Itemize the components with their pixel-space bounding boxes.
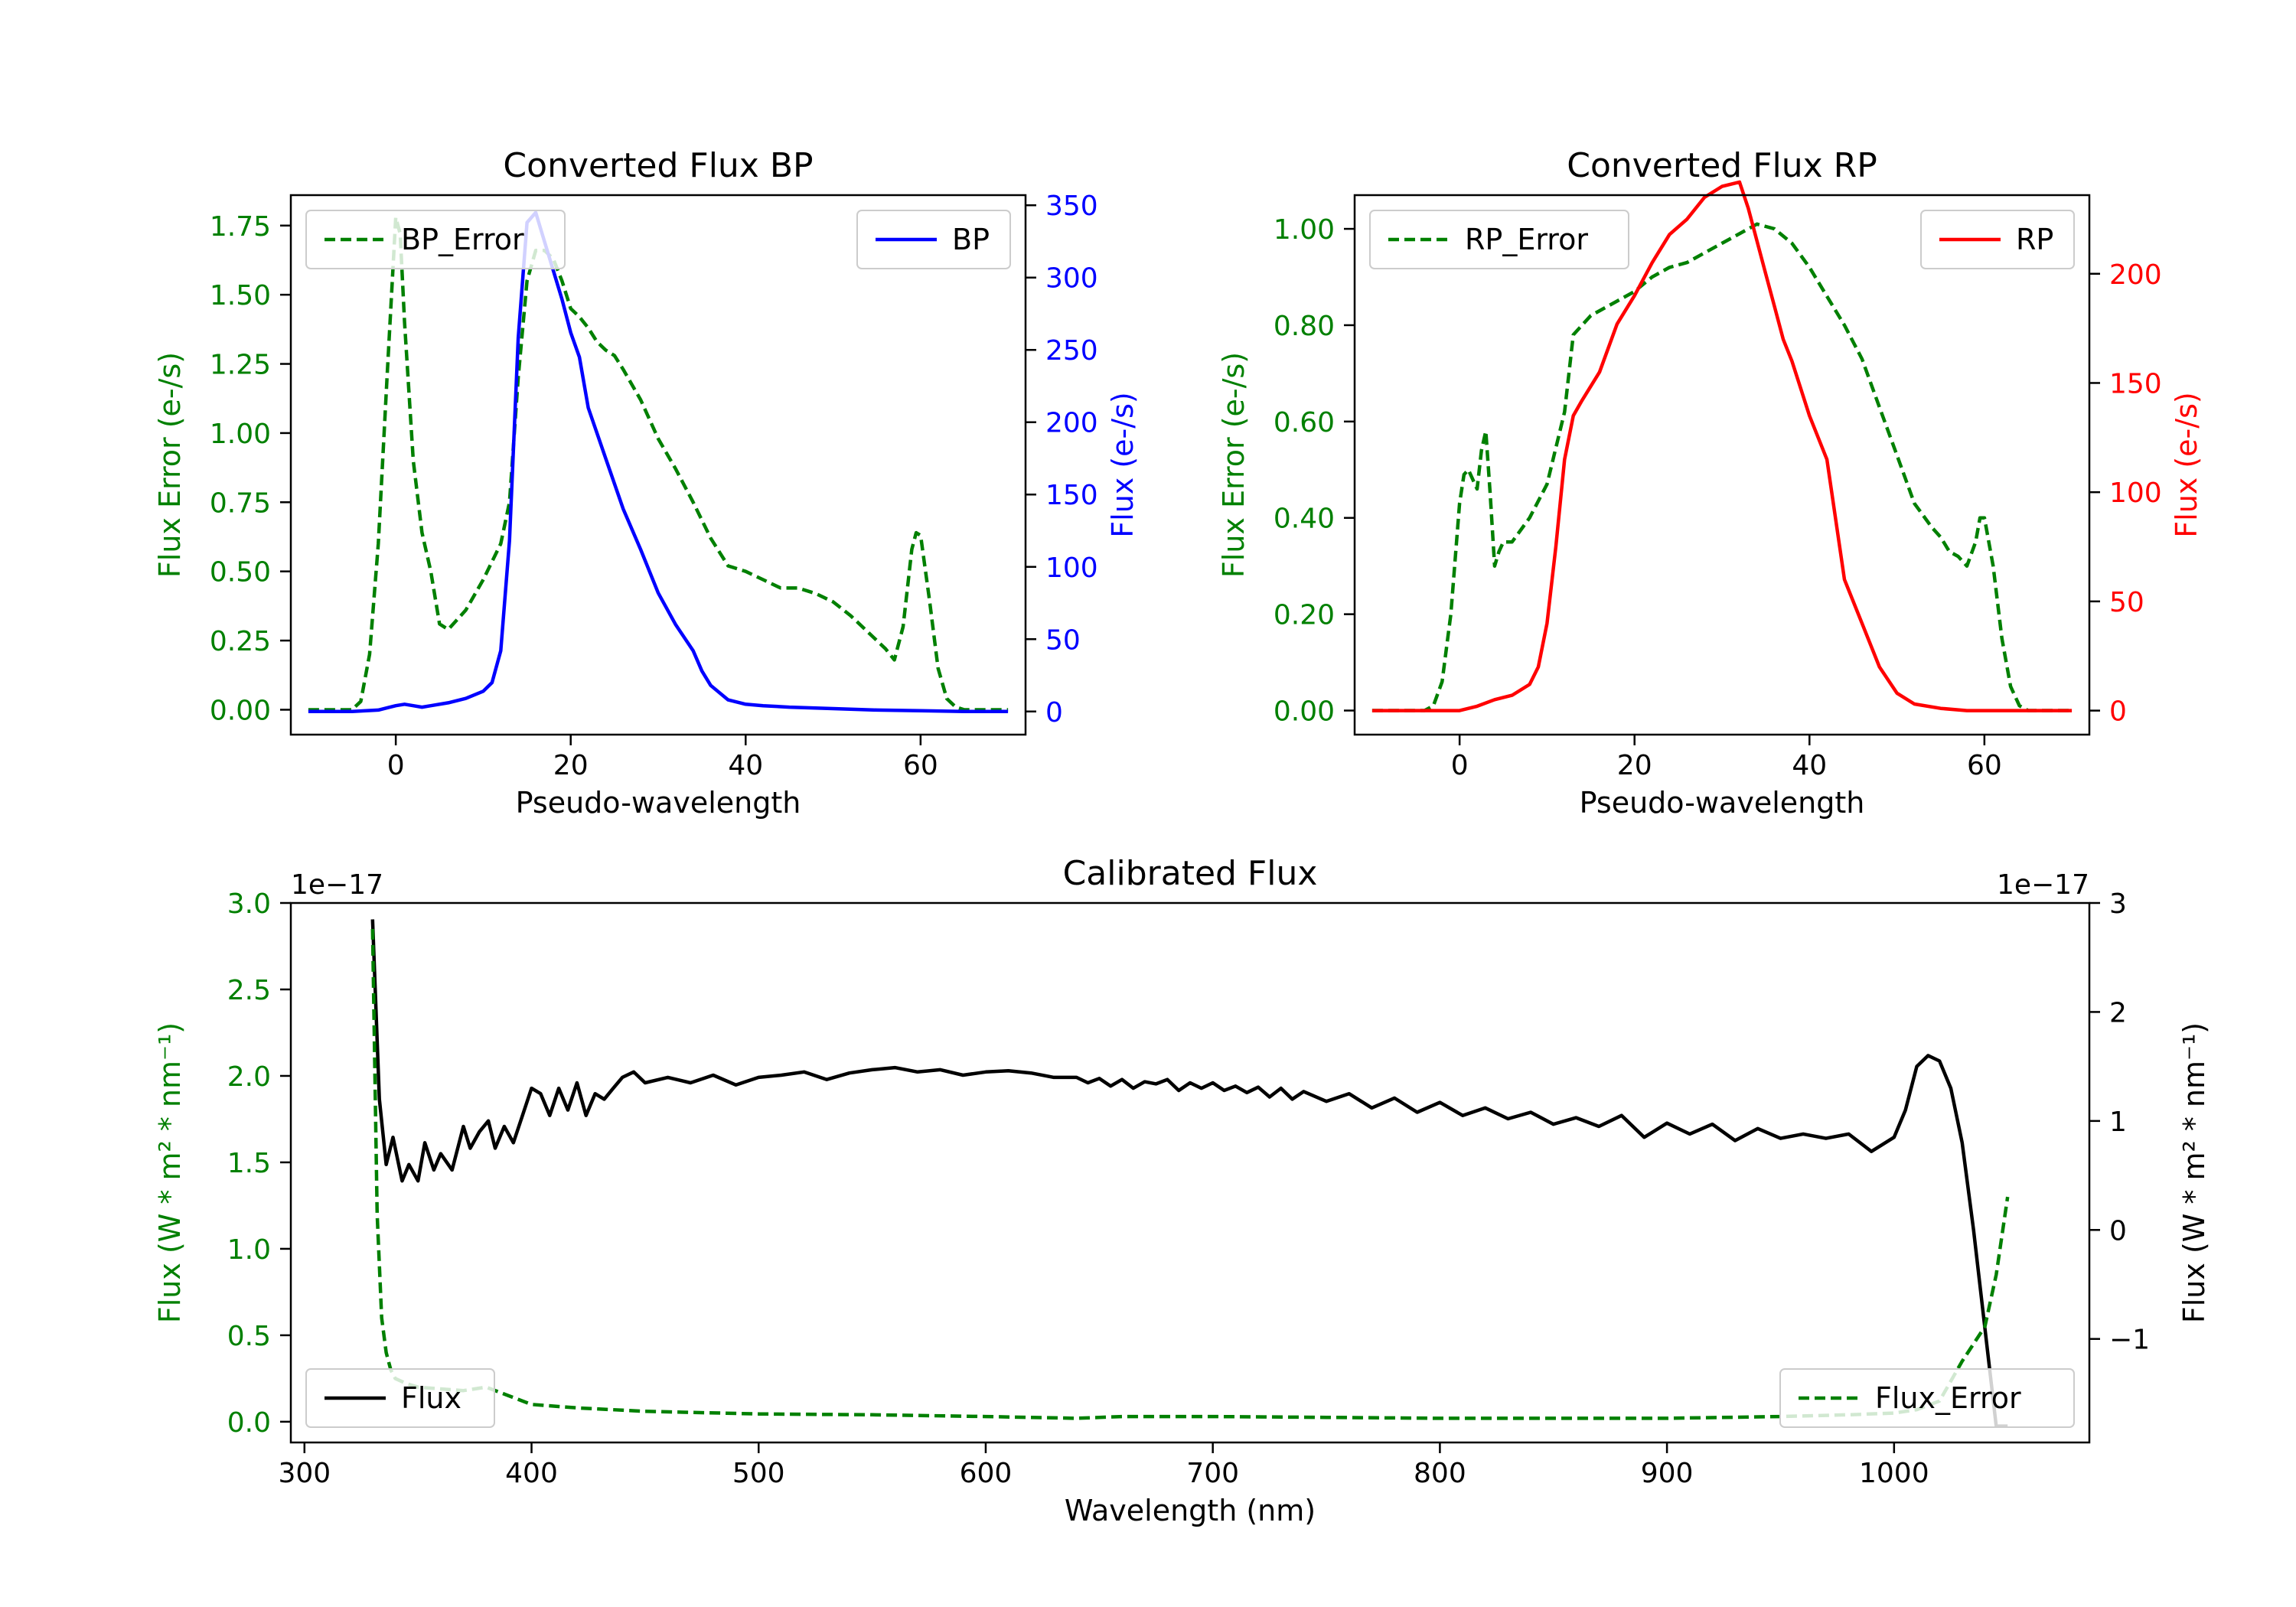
legend-rp-error: RP_Error <box>1369 210 1629 269</box>
y-left-tick-label: 0.0 <box>227 1407 271 1439</box>
y-right-tick-label: 250 <box>1045 335 1098 367</box>
plot-frame <box>289 194 1027 736</box>
y-left-tick-label: 0.00 <box>210 695 271 726</box>
y-left-tick-label: 0.60 <box>1274 407 1335 438</box>
x-tick-label: 20 <box>553 750 589 781</box>
y-left-tick-label: 0.5 <box>227 1321 271 1352</box>
y-left-scale-label: 1e−17 <box>291 869 383 901</box>
y-left-tick-label: 1.25 <box>210 350 271 381</box>
chart-2: Converted Flux RP 0 20 40 60 Pseudo-wavelengt… <box>1217 146 2203 820</box>
y-left-tick-label: 1.5 <box>227 1148 271 1179</box>
y-left-tick-label: 2.0 <box>227 1061 271 1093</box>
y-left-tick-label: 0.25 <box>210 626 271 657</box>
y-right-tick-label: 50 <box>2109 587 2144 618</box>
chart-title: Converted Flux RP <box>1567 146 1877 185</box>
legend-flux: Flux <box>305 1368 495 1428</box>
x-tick-label: 900 <box>1641 1458 1694 1489</box>
x-axis-label: Pseudo-wavelength <box>1580 786 1865 820</box>
y-left-tick-label: 1.0 <box>227 1234 271 1266</box>
y-left-axis-label: Flux (W * m² * nm⁻¹) <box>153 1022 187 1323</box>
legend-box <box>305 210 566 269</box>
y-right-tick-label: 100 <box>2109 478 2162 509</box>
plot-frame <box>1353 194 2091 736</box>
legend-rp: RP <box>1920 210 2075 269</box>
y-left-tick-label: 2.5 <box>227 975 271 1006</box>
legend-label: Flux <box>401 1381 461 1415</box>
x-tick-label: 400 <box>505 1458 558 1489</box>
legend-label: Flux_Error <box>1875 1381 2021 1415</box>
x-tick-label: 40 <box>728 750 763 781</box>
y-right-tick-label: 200 <box>2109 259 2162 291</box>
y-left-axis-label: Flux Error (e-/s) <box>1217 352 1251 578</box>
y-left-tick-label: 0.80 <box>1274 311 1335 342</box>
y-right-tick-label: 150 <box>1045 480 1098 511</box>
legend-label: BP_Error <box>401 223 524 256</box>
y-right-axis-label: Flux (e-/s) <box>1106 392 1140 537</box>
chart-title: Converted Flux BP <box>503 146 813 185</box>
chart-title: Calibrated Flux <box>1063 854 1318 893</box>
x-tick-label: 60 <box>1967 750 2002 781</box>
y-right-tick-label: 300 <box>1045 263 1098 295</box>
x-tick-label: 500 <box>732 1458 785 1489</box>
y-right-tick-label: 100 <box>1045 553 1098 584</box>
y-right-axis-label: Flux (W * m² * nm⁻¹) <box>2177 1022 2211 1323</box>
y-left-tick-label: 0.50 <box>210 557 271 588</box>
legend-flux-error: Flux_Error <box>1779 1368 2075 1428</box>
series-line-rp <box>1371 180 2073 712</box>
y-left-tick-label: 0.20 <box>1274 600 1335 631</box>
x-tick-label: 800 <box>1414 1458 1466 1489</box>
x-tick-label: 300 <box>278 1458 331 1489</box>
y-right-tick-label: 2 <box>2109 997 2127 1028</box>
x-axis-label: Pseudo-wavelength <box>516 786 801 820</box>
series-line-flux <box>370 919 2008 1428</box>
x-tick-label: 0 <box>387 750 405 781</box>
y-right-axis-label: Flux (e-/s) <box>2170 392 2203 537</box>
y-right-tick-label: 3 <box>2109 888 2127 920</box>
y-left-tick-label: 0.40 <box>1274 504 1335 535</box>
legend-label: BP <box>952 223 990 256</box>
legend-box <box>1779 1368 2075 1428</box>
x-axis-label: Wavelength (nm) <box>1065 1494 1316 1527</box>
y-right-tick-label: 0 <box>1045 697 1063 729</box>
y-right-tick-label: 0 <box>2109 696 2127 728</box>
series-line-bp <box>308 210 1009 714</box>
y-left-tick-label: 0.75 <box>210 487 271 519</box>
x-tick-label: 600 <box>960 1458 1013 1489</box>
y-left-tick-label: 1.50 <box>210 280 271 311</box>
x-tick-label: 40 <box>1792 750 1827 781</box>
y-right-tick-label: 50 <box>1045 624 1081 656</box>
legend-label: RP_Error <box>1465 223 1588 256</box>
y-right-tick-label: 150 <box>2109 368 2162 399</box>
x-tick-label: 1000 <box>1859 1458 1929 1489</box>
x-tick-label: 700 <box>1186 1458 1239 1489</box>
y-right-tick-label: 350 <box>1045 191 1098 222</box>
legend-bp-error: BP_Error <box>305 210 566 269</box>
y-right-scale-label: 1e−17 <box>1997 869 2089 901</box>
legend-label: RP <box>2016 223 2053 256</box>
series-line-flux-error <box>370 928 2010 1420</box>
y-left-tick-label: 1.00 <box>210 419 271 450</box>
y-left-tick-label: 1.75 <box>210 211 271 243</box>
plot-frame <box>289 901 2091 1444</box>
x-tick-label: 60 <box>903 750 938 781</box>
y-right-tick-label: 0 <box>2109 1215 2127 1247</box>
chart-3: Calibrated Flux 300 400 500 600 700 800 900 1000… <box>153 854 2211 1527</box>
y-left-axis-label: Flux Error (e-/s) <box>153 352 187 578</box>
y-left-tick-label: 1.00 <box>1274 214 1335 246</box>
x-tick-label: 20 <box>1617 750 1652 781</box>
legend-box <box>1369 210 1629 269</box>
y-right-tick-label: 200 <box>1045 408 1098 439</box>
chart-1: Converted Flux BP 0 20 40 60 Pseudo-wavelengt… <box>153 146 1140 820</box>
y-left-tick-label: 0.00 <box>1274 696 1335 728</box>
y-right-tick-label: 1 <box>2109 1107 2127 1138</box>
x-tick-label: 0 <box>1451 750 1469 781</box>
legend-box <box>305 1368 495 1428</box>
y-left-tick-label: 3.0 <box>227 888 271 920</box>
series-line-bp-error <box>308 215 1009 712</box>
series-line-rp-error <box>1371 222 2073 712</box>
legend-bp: BP <box>856 210 1011 269</box>
y-right-tick-label: −1 <box>2109 1325 2150 1356</box>
